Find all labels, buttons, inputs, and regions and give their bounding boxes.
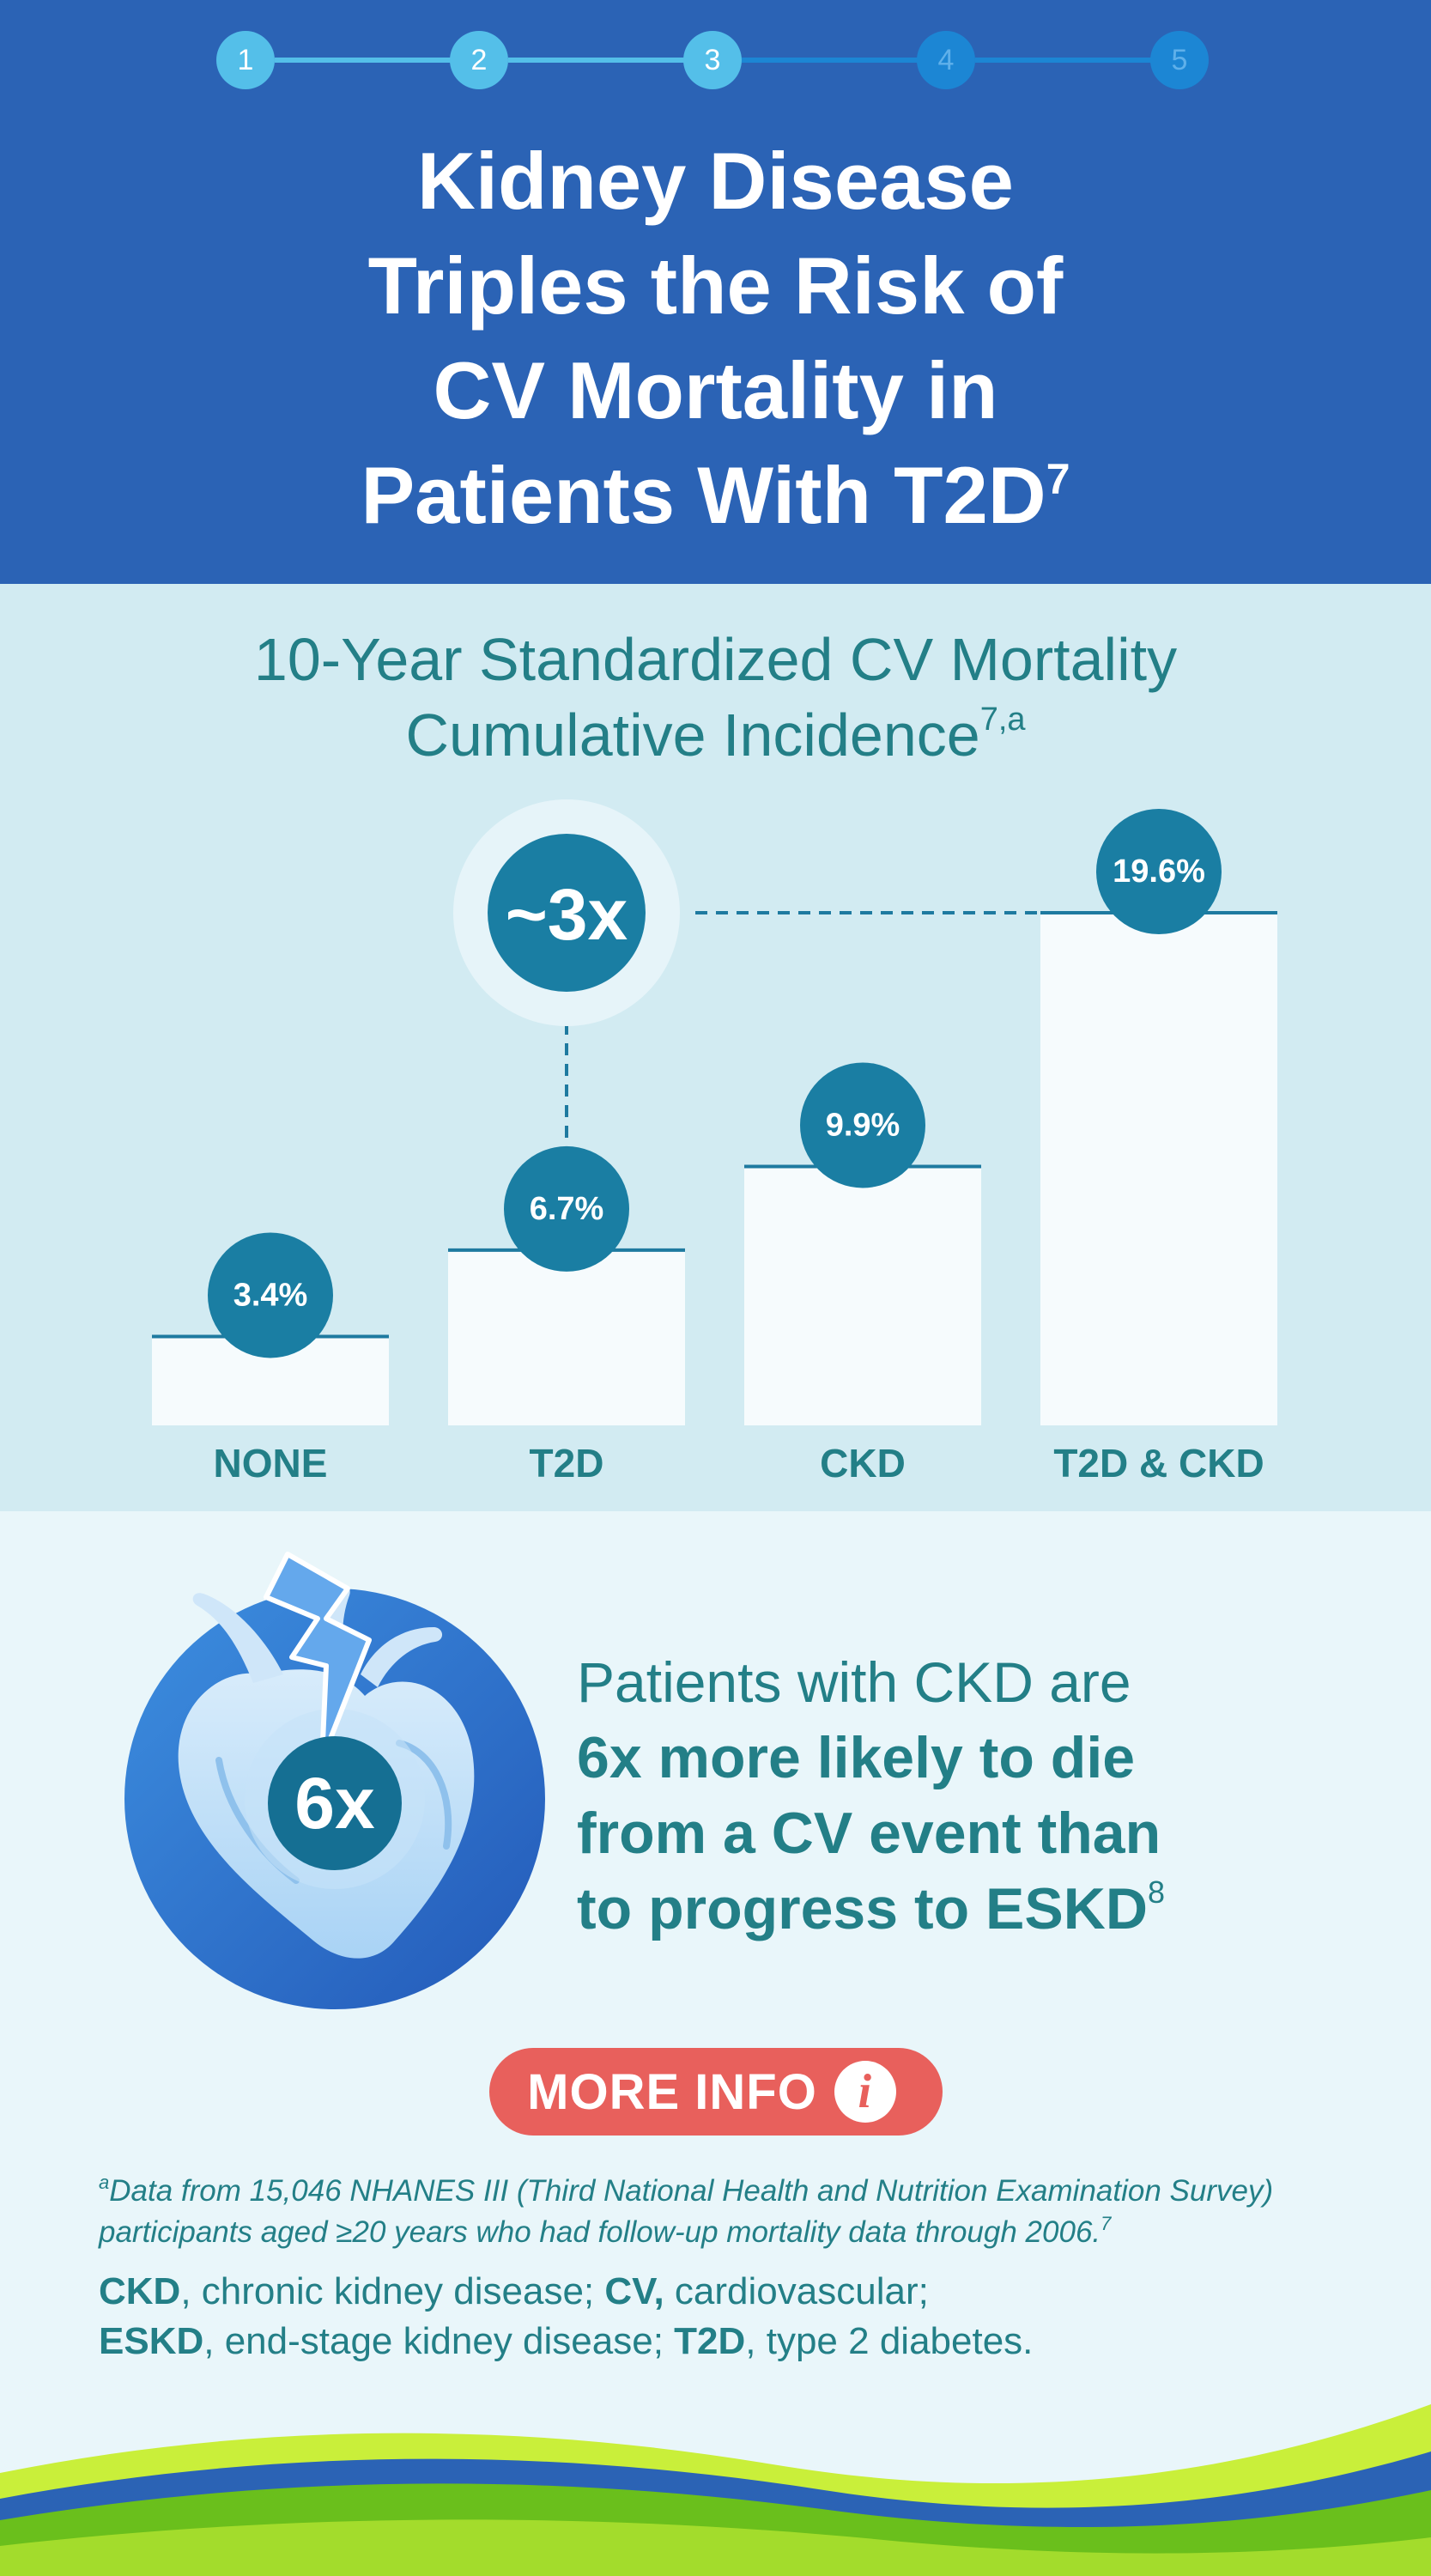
step-1-button[interactable]: 1 — [216, 31, 275, 89]
abbreviation-def: type 2 diabetes. — [766, 2320, 1034, 2362]
bar-chart: 3.4% NONE 6.7% T2D 9.9% CKD 19.6% T2D & CKD ~3x — [152, 799, 1277, 1485]
more-info-label: MORE INFO — [527, 2063, 817, 2120]
footnote-reference: 7 — [1101, 2213, 1112, 2234]
more-info-button[interactable]: MORE INFO i — [489, 2048, 943, 2136]
chart-section: 10-Year Standardized CV Mortality Cumula… — [0, 584, 1431, 1511]
chart-category-label: T2D & CKD — [1053, 1441, 1264, 1485]
header-banner: 1 2 3 4 5 Kidney Disease Triples the Ris… — [0, 0, 1431, 584]
ckd-risk-statement: Patients with CKD are 6x more likely to … — [577, 1644, 1349, 1947]
abbreviation-term: ESKD — [99, 2320, 204, 2362]
statement-bold-text: to progress to ESKD — [577, 1876, 1148, 1941]
6x-badge: 6x — [294, 1762, 375, 1844]
chart-bar — [744, 1166, 981, 1425]
step-connector — [508, 58, 723, 63]
decorative-waves — [0, 2404, 1431, 2576]
step-3-button[interactable]: 3 — [683, 31, 742, 89]
step-5-button[interactable]: 5 — [1150, 31, 1209, 89]
abbreviation-def: cardiovascular; — [674, 2270, 929, 2312]
chart-value-label: 9.9% — [826, 1107, 900, 1143]
chart-bar — [1040, 913, 1277, 1425]
chart-bar — [448, 1249, 685, 1425]
statement-reference: 8 — [1147, 1874, 1165, 1910]
progress-stepper: 1 2 3 4 5 — [0, 0, 1431, 120]
chart-value-badge — [504, 1145, 629, 1272]
chart-value-badge — [800, 1062, 925, 1188]
step-connector — [275, 58, 489, 63]
title-line-text: Patients With T2D — [361, 450, 1046, 540]
abbreviation-def: chronic kidney disease; — [201, 2270, 605, 2312]
chart-value-badge — [1096, 809, 1222, 934]
chart-title-text: Cumulative Incidence — [405, 702, 980, 769]
title-line: Kidney Disease — [417, 136, 1014, 226]
footnote-text: Data from 15,046 NHANES III (Third Natio… — [99, 2174, 1274, 2249]
abbreviations: CKD, chronic kidney disease; CV, cardiov… — [99, 2267, 1386, 2366]
abbreviation-line: ESKD, end-stage kidney disease; T2D, typ… — [99, 2317, 1386, 2366]
chart-title-line: 10-Year Standardized CV Mortality — [253, 626, 1178, 693]
title-line: CV Mortality in — [433, 345, 998, 435]
abbreviation-def: end-stage kidney disease; — [224, 2320, 675, 2362]
chart-title-reference: 7,a — [979, 702, 1026, 738]
step-2-button[interactable]: 2 — [450, 31, 508, 89]
abbreviation-sep: , — [203, 2320, 225, 2362]
heart-illustration: 6x — [116, 1537, 562, 2018]
abbreviation-term: CV, — [604, 2270, 664, 2312]
chart-value-label: 3.4% — [233, 1277, 308, 1313]
chart-category-label: NONE — [214, 1441, 328, 1485]
abbreviation-line: CKD, chronic kidney disease; CV, cardiov… — [99, 2267, 1386, 2317]
chart-category-label: T2D — [530, 1441, 604, 1485]
annotation-badge — [488, 834, 646, 992]
statement-bold-line: from a CV event than — [577, 1801, 1161, 1866]
chart-category-label: CKD — [820, 1441, 906, 1485]
statement-intro: Patients with CKD are — [577, 1650, 1131, 1714]
chart-value-badge — [208, 1232, 333, 1358]
abbreviation-term: CKD — [99, 2270, 181, 2312]
step-connector — [975, 58, 1190, 63]
page-title: Kidney Disease Triples the Risk of CV Mo… — [0, 129, 1431, 548]
statement-bold-line: 6x more likely to die — [577, 1725, 1136, 1790]
title-line-last: Patients With T2D7 — [0, 443, 1431, 548]
chart-value-label: 19.6% — [1113, 854, 1205, 890]
footnote: aData from 15,046 NHANES III (Third Nati… — [99, 2171, 1369, 2253]
heart-icon — [124, 1552, 545, 2009]
chart-value-label: 6.7% — [530, 1191, 604, 1227]
title-reference: 7 — [1046, 455, 1070, 503]
statement-bold-line-last: to progress to ESKD8 — [577, 1871, 1349, 1947]
abbreviation-sep — [664, 2270, 675, 2312]
abbreviation-sep: , — [745, 2320, 767, 2362]
abbreviation-sep: , — [180, 2270, 202, 2312]
chart-title-line: Cumulative Incidence7,a — [0, 697, 1431, 773]
footnote-marker: a — [99, 2172, 110, 2193]
chart-title: 10-Year Standardized CV Mortality Cumula… — [0, 622, 1431, 773]
info-icon: i — [834, 2061, 896, 2123]
step-connector — [742, 58, 956, 63]
annotation-label: ~3x — [506, 874, 628, 955]
title-line: Triples the Risk of — [367, 240, 1064, 331]
abbreviation-term: T2D — [674, 2320, 746, 2362]
step-4-button[interactable]: 4 — [917, 31, 975, 89]
